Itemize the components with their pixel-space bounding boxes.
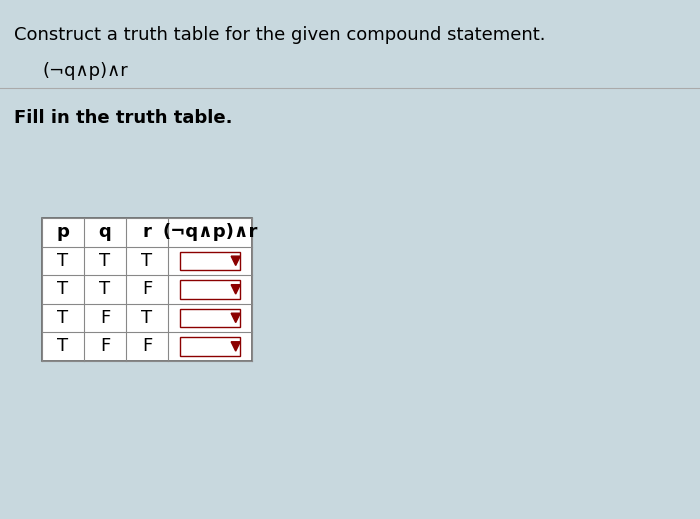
Text: F: F — [100, 309, 110, 327]
Text: T: T — [57, 337, 69, 356]
Polygon shape — [231, 256, 240, 266]
Polygon shape — [231, 313, 240, 323]
Text: (¬q∧p)∧r: (¬q∧p)∧r — [162, 223, 258, 241]
FancyBboxPatch shape — [42, 218, 252, 361]
Text: T: T — [57, 280, 69, 298]
Text: T: T — [141, 309, 153, 327]
FancyBboxPatch shape — [180, 252, 240, 270]
Text: T: T — [57, 309, 69, 327]
Polygon shape — [231, 342, 240, 351]
FancyBboxPatch shape — [180, 309, 240, 327]
Text: Fill in the truth table.: Fill in the truth table. — [14, 109, 232, 127]
Polygon shape — [231, 284, 240, 294]
Text: T: T — [141, 252, 153, 270]
FancyBboxPatch shape — [180, 337, 240, 356]
Text: T: T — [99, 280, 111, 298]
Text: q: q — [99, 223, 111, 241]
Text: Construct a truth table for the given compound statement.: Construct a truth table for the given co… — [14, 26, 545, 44]
Text: T: T — [99, 252, 111, 270]
FancyBboxPatch shape — [180, 280, 240, 298]
Text: p: p — [57, 223, 69, 241]
Text: T: T — [57, 252, 69, 270]
Text: F: F — [142, 280, 152, 298]
Text: (¬q∧p)∧r: (¬q∧p)∧r — [42, 62, 127, 80]
Text: F: F — [142, 337, 152, 356]
Text: F: F — [100, 337, 110, 356]
Text: r: r — [143, 223, 151, 241]
